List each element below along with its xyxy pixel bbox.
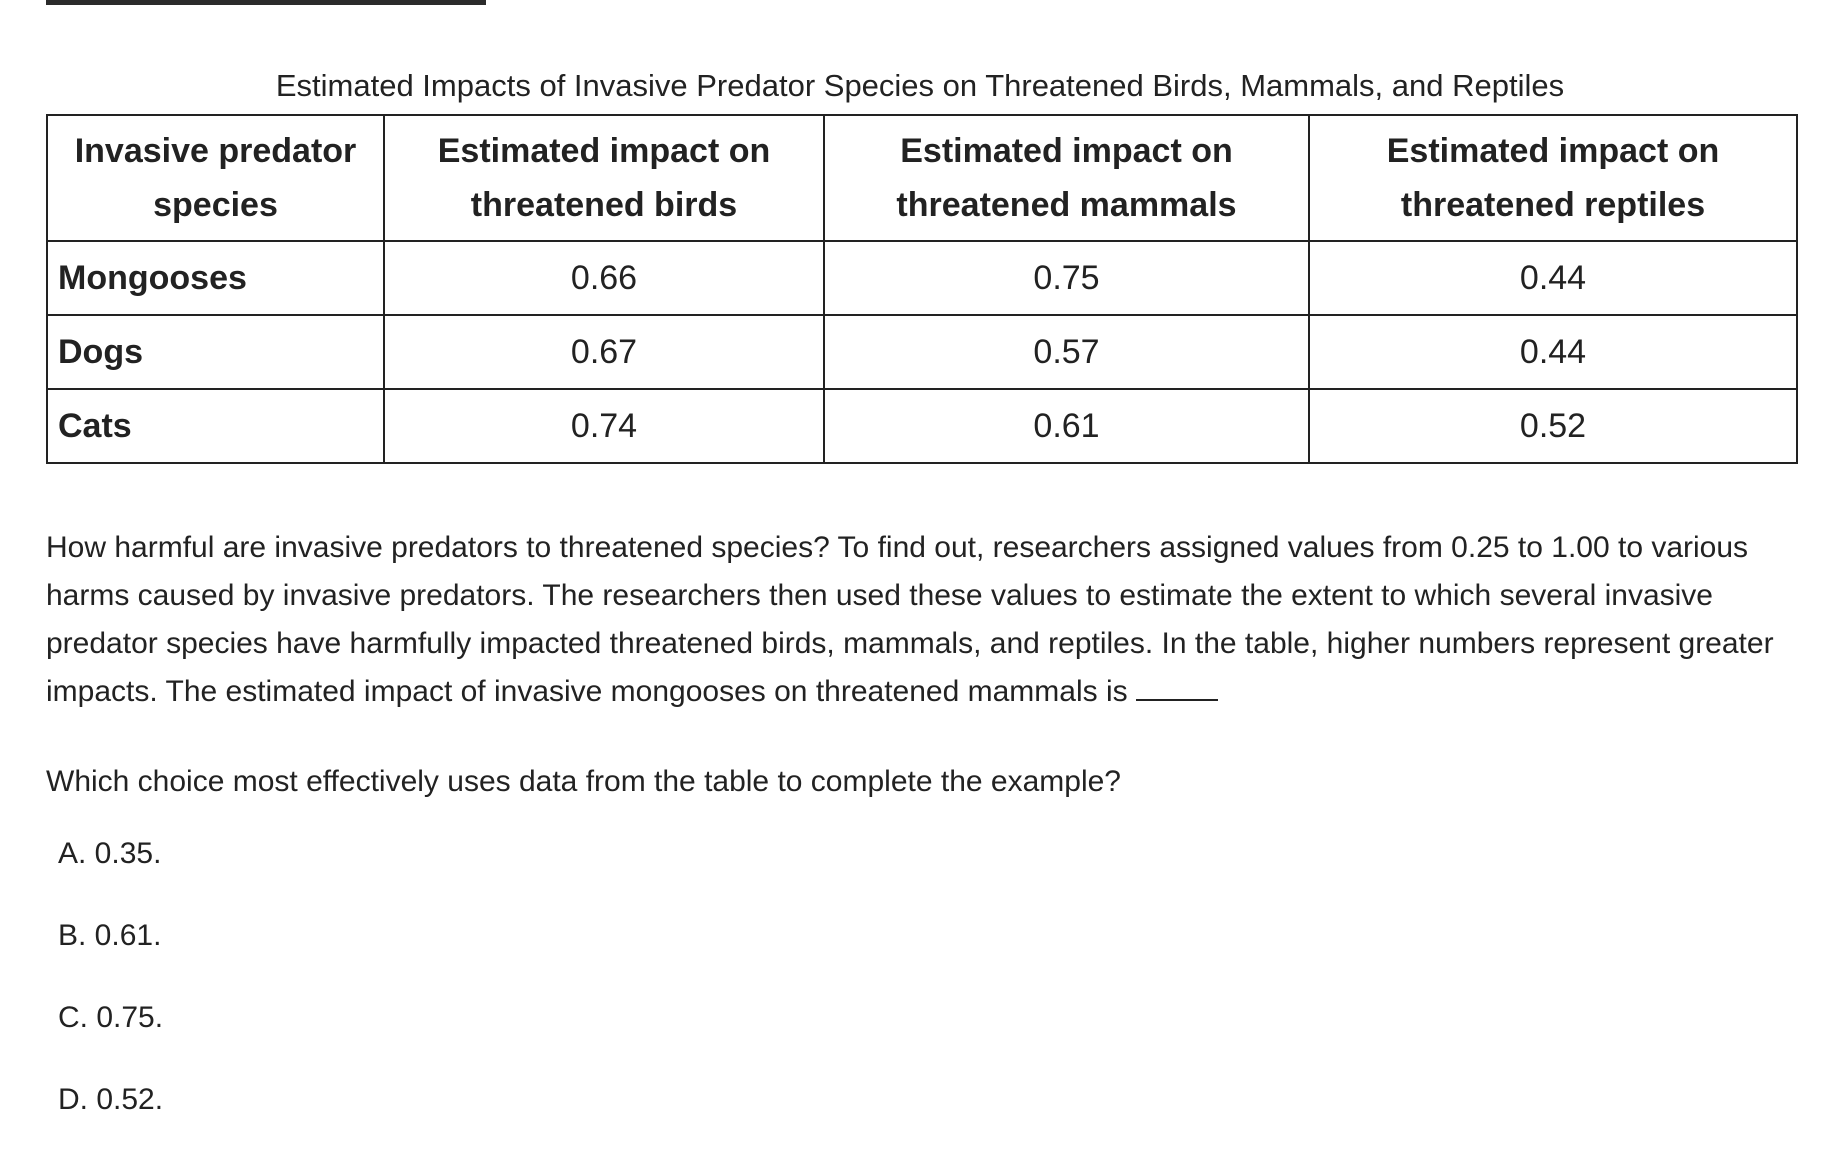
choice-d[interactable]: D. 0.52. xyxy=(58,1083,164,1116)
impact-table: Invasive predator species Estimated impa… xyxy=(46,114,1798,464)
table-header-row: Invasive predator species Estimated impa… xyxy=(46,114,1798,242)
answer-choices: A. 0.35. B. 0.61. C. 0.75. D. 0.52. xyxy=(58,832,163,1160)
header-reptiles: Estimated impact on threatened reptiles xyxy=(1308,114,1798,242)
answer-blank xyxy=(1135,698,1218,701)
header-species: Invasive predator species xyxy=(46,114,385,242)
mammals-cell: 0.57 xyxy=(823,314,1310,390)
species-cell: Mongooses xyxy=(46,240,385,316)
header-birds: Estimated impact on threatened birds xyxy=(383,114,825,242)
passage-text: How harmful are invasive predators to th… xyxy=(46,531,1774,708)
choice-a[interactable]: A. 0.35. xyxy=(58,837,162,870)
choice-c[interactable]: C. 0.75. xyxy=(58,1001,164,1034)
birds-cell: 0.67 xyxy=(383,314,825,390)
birds-cell: 0.74 xyxy=(383,388,825,464)
table-row: Dogs 0.67 0.57 0.44 xyxy=(46,314,1798,390)
species-cell: Dogs xyxy=(46,314,385,390)
passage-paragraph: How harmful are invasive predators to th… xyxy=(46,524,1806,716)
mammals-cell: 0.61 xyxy=(823,388,1310,464)
reptiles-cell: 0.52 xyxy=(1308,388,1798,464)
reptiles-cell: 0.44 xyxy=(1308,240,1798,316)
mammals-cell: 0.75 xyxy=(823,240,1310,316)
birds-cell: 0.66 xyxy=(383,240,825,316)
top-divider xyxy=(46,0,486,5)
header-mammals: Estimated impact on threatened mammals xyxy=(823,114,1310,242)
table-caption: Estimated Impacts of Invasive Predator S… xyxy=(275,68,1565,103)
table-row: Mongooses 0.66 0.75 0.44 xyxy=(46,240,1798,316)
table-row: Cats 0.74 0.61 0.52 xyxy=(46,388,1798,464)
question-prompt: Which choice most effectively uses data … xyxy=(46,765,1121,798)
species-cell: Cats xyxy=(46,388,385,464)
choice-b[interactable]: B. 0.61. xyxy=(58,919,162,952)
reptiles-cell: 0.44 xyxy=(1308,314,1798,390)
